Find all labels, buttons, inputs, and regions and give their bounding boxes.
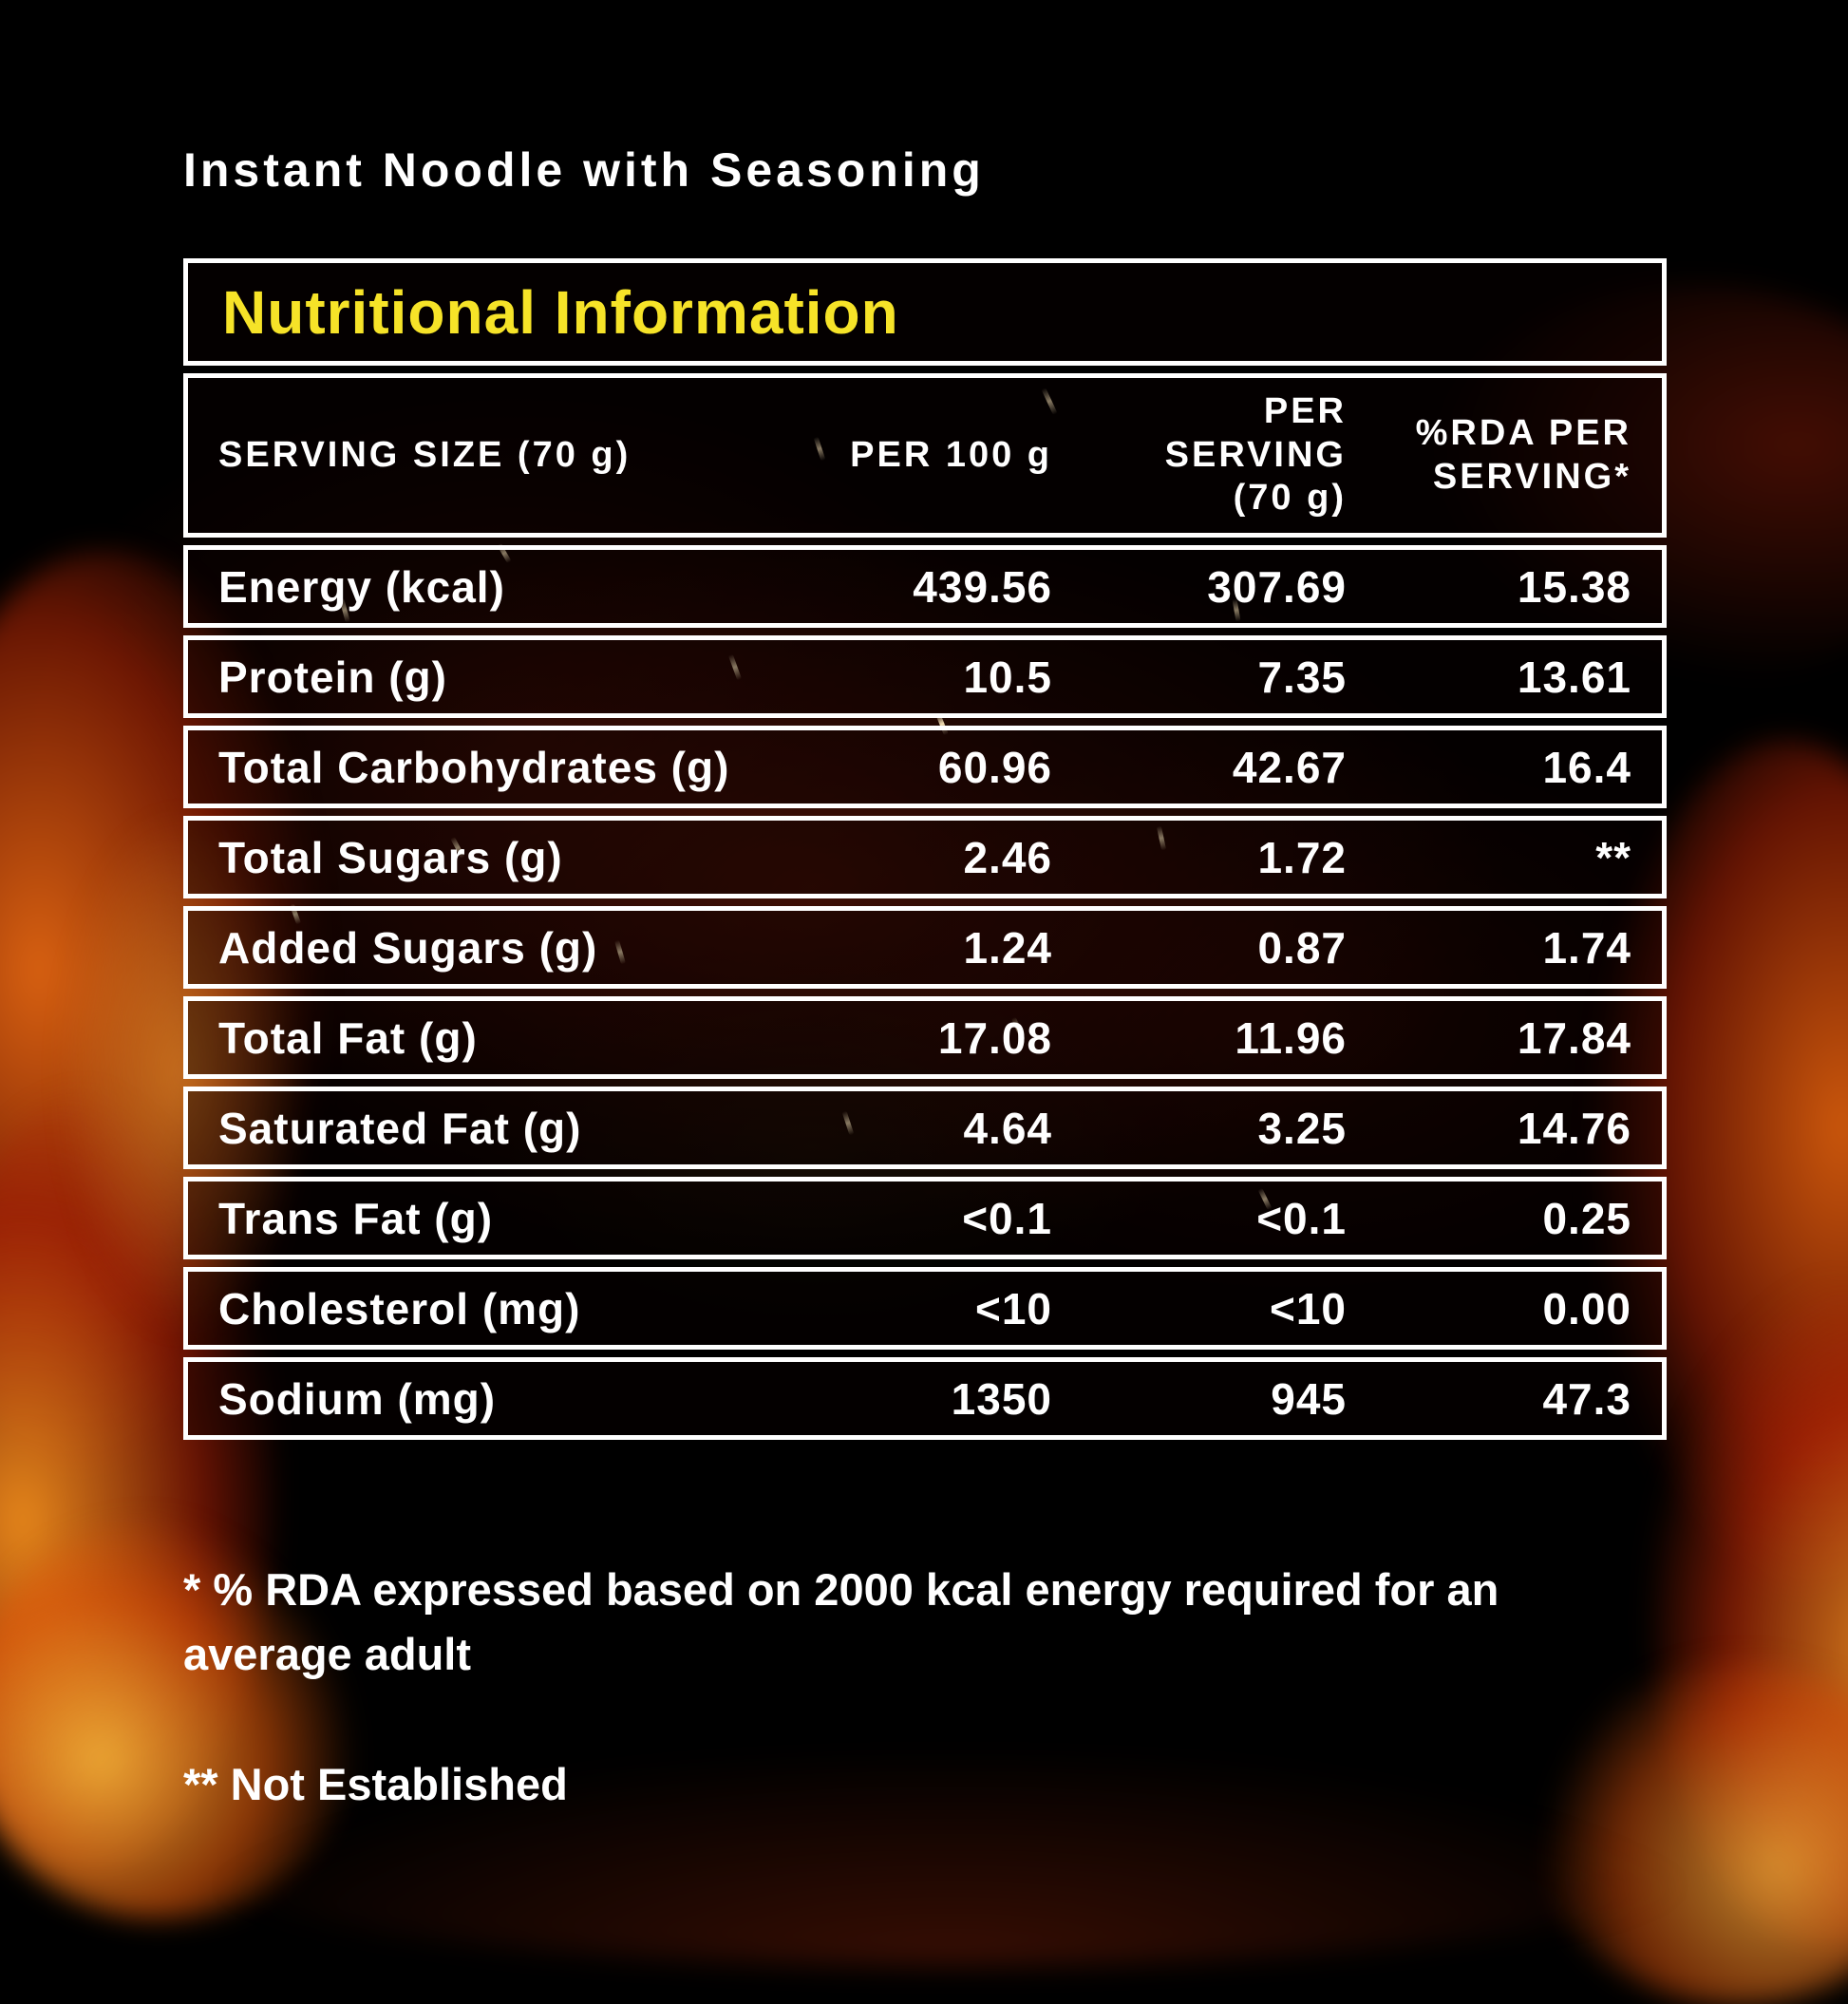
value-rda: 1.74 [1542, 922, 1631, 973]
value-per-100g: 1.24 [963, 922, 1052, 973]
value-per-100g: 60.96 [937, 742, 1052, 792]
value-rda: 17.84 [1517, 1012, 1631, 1063]
nutrient-label: Total Sugars (g) [218, 832, 563, 882]
table-row: Energy (kcal) 439.56 307.69 15.38 [183, 545, 1667, 628]
value-per-serving: 0.87 [1257, 922, 1347, 973]
rda-footnote: * % RDA expressed based on 2000 kcal ene… [183, 1564, 1499, 1680]
value-rda: 15.38 [1517, 561, 1631, 612]
value-rda: ** [1595, 832, 1631, 882]
table-title: Nutritional Information [222, 277, 899, 347]
footnotes: * % RDA expressed based on 2000 kcal ene… [183, 1493, 1722, 1881]
nutrition-rows: Energy (kcal) 439.56 307.69 15.38 Protei… [183, 545, 1667, 1440]
value-per-serving: <10 [1269, 1283, 1347, 1333]
value-rda: 16.4 [1542, 742, 1631, 792]
table-header-row: SERVING SIZE (70 g) PER 100 g PER SERVIN… [183, 373, 1667, 538]
value-per-100g: 4.64 [963, 1103, 1052, 1153]
nutrient-label: Total Carbohydrates (g) [218, 742, 730, 792]
value-per-serving: 1.72 [1257, 832, 1347, 882]
table-row: Added Sugars (g) 1.24 0.87 1.74 [183, 906, 1667, 989]
column-header-per-100g: PER 100 g [850, 434, 1052, 475]
nutrient-label: Total Fat (g) [218, 1012, 478, 1063]
value-per-serving: 42.67 [1232, 742, 1347, 792]
value-per-serving: 307.69 [1207, 561, 1347, 612]
table-row: Total Sugars (g) 2.46 1.72 ** [183, 816, 1667, 898]
value-per-100g: 2.46 [963, 832, 1052, 882]
table-row: Trans Fat (g) <0.1 <0.1 0.25 [183, 1177, 1667, 1259]
table-row: Protein (g) 10.5 7.35 13.61 [183, 635, 1667, 718]
value-rda: 14.76 [1517, 1103, 1631, 1153]
column-header-serving-size: SERVING SIZE (70 g) [218, 434, 632, 475]
nutrient-label: Trans Fat (g) [218, 1193, 494, 1243]
value-per-serving: 7.35 [1257, 652, 1347, 702]
table-row: Sodium (mg) 1350 945 47.3 [183, 1357, 1667, 1440]
table-row: Total Fat (g) 17.08 11.96 17.84 [183, 996, 1667, 1079]
nutrient-label: Sodium (mg) [218, 1373, 497, 1424]
table-row: Total Carbohydrates (g) 60.96 42.67 16.4 [183, 726, 1667, 808]
value-per-100g: <10 [974, 1283, 1052, 1333]
value-per-serving: <0.1 [1256, 1193, 1347, 1243]
value-per-serving: 3.25 [1257, 1103, 1347, 1153]
value-per-100g: 1350 [951, 1373, 1052, 1424]
value-per-100g: 439.56 [913, 561, 1052, 612]
value-per-100g: 10.5 [963, 652, 1052, 702]
flame-decoration [1424, 285, 1848, 684]
value-rda: 13.61 [1517, 652, 1631, 702]
table-row: Cholesterol (mg) <10 <10 0.00 [183, 1267, 1667, 1350]
not-established-footnote: ** Not Established [183, 1758, 568, 1809]
value-rda: 47.3 [1542, 1373, 1631, 1424]
column-header-rda: %RDA PER SERVING* [1415, 412, 1631, 497]
table-title-box: Nutritional Information [183, 258, 1667, 366]
nutrition-table: Nutritional Information SERVING SIZE (70… [183, 258, 1667, 1447]
table-row: Saturated Fat (g) 4.64 3.25 14.76 [183, 1087, 1667, 1169]
value-per-100g: 17.08 [937, 1012, 1052, 1063]
nutrient-label: Saturated Fat (g) [218, 1103, 582, 1153]
value-per-100g: <0.1 [962, 1193, 1052, 1243]
value-rda: 0.25 [1542, 1193, 1631, 1243]
value-rda: 0.00 [1542, 1283, 1631, 1333]
value-per-serving: 945 [1271, 1373, 1347, 1424]
nutrient-label: Cholesterol (mg) [218, 1283, 581, 1333]
column-header-per-serving: PER SERVING (70 g) [1164, 391, 1347, 519]
value-per-serving: 11.96 [1235, 1012, 1347, 1063]
product-title: Instant Noodle with Seasoning [183, 143, 985, 197]
fire-background [0, 0, 1848, 1848]
nutrient-label: Protein (g) [218, 652, 447, 702]
nutrient-label: Added Sugars (g) [218, 922, 598, 973]
nutrient-label: Energy (kcal) [218, 561, 505, 612]
